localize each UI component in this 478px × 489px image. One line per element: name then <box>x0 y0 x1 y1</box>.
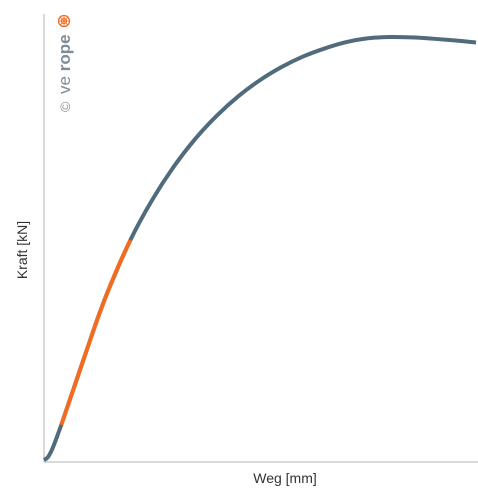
series-layer <box>42 34 477 462</box>
copyright-symbol: © <box>57 101 73 112</box>
series-line-1 <box>42 34 477 462</box>
verope-watermark: © ve rope <box>55 14 74 112</box>
series-line-2 <box>59 239 133 426</box>
axes <box>43 14 478 463</box>
rope-logo-icon <box>57 14 71 28</box>
brand-light-text: ve <box>55 76 74 94</box>
x-axis-label: Weg [mm] <box>253 470 317 486</box>
y-axis-label: Kraft [kN] <box>14 221 30 279</box>
brand-bold-text: rope <box>55 34 74 71</box>
svg-text:© ve rope: © ve rope <box>55 34 74 112</box>
